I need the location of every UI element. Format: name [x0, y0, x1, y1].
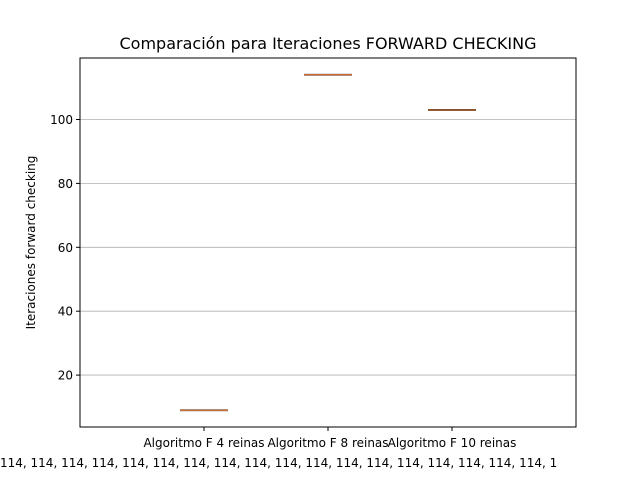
x-axis: Algoritmo F 4 reinas Algoritmo F 8 reinas… [143, 427, 516, 450]
y-tick-label: 40 [58, 305, 73, 319]
y-axis-label: Iteraciones forward checking [24, 156, 38, 330]
x-tick-label: Algoritmo F 8 reinas [267, 436, 388, 450]
y-tick-label: 80 [58, 177, 73, 191]
x-tick-label: Algoritmo F 10 reinas [388, 436, 517, 450]
y-tick-label: 100 [50, 113, 73, 127]
y-tick-label: 20 [58, 369, 73, 383]
x-tick-label: Algoritmo F 4 reinas [143, 436, 264, 450]
y-tick-label: 60 [58, 241, 73, 255]
chart-title: Comparación para Iteraciones FORWARD CHE… [120, 34, 537, 53]
box-plots [180, 73, 476, 412]
y-axis: 20 40 60 80 100 [50, 113, 80, 383]
grid-lines [80, 119, 576, 376]
x-overflow-label: 114, 114, 114, 114, 114, 114, 114, 114, … [0, 456, 557, 470]
